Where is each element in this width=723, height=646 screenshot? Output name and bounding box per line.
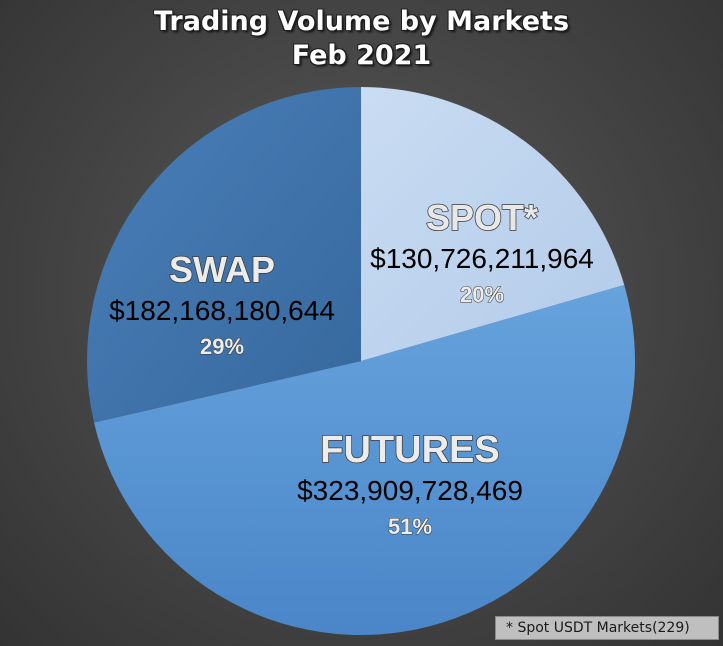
slice-value-swap: $182,168,180,644 <box>109 295 335 326</box>
chart-title-line2: Feb 2021 <box>291 40 432 71</box>
pie-slice-futures <box>94 285 636 636</box>
footnote: * Spot USDT Markets(229) <box>495 616 719 640</box>
slice-label-spot: SPOT* <box>426 197 538 238</box>
chart-title-line1: Trading Volume by Markets <box>153 6 570 37</box>
slice-label-futures: FUTURES <box>320 429 499 471</box>
slice-value-spot: $130,726,211,964 <box>370 243 594 274</box>
slice-label-swap: SWAP <box>169 249 275 290</box>
pie-slice-spot <box>361 87 625 361</box>
slice-percent-swap: 29% <box>200 334 244 359</box>
slice-percent-spot: 20% <box>460 282 504 307</box>
slice-value-futures: $323,909,728,469 <box>297 475 523 506</box>
pie-slice-swap <box>86 87 361 423</box>
slice-percent-futures: 51% <box>388 514 432 539</box>
